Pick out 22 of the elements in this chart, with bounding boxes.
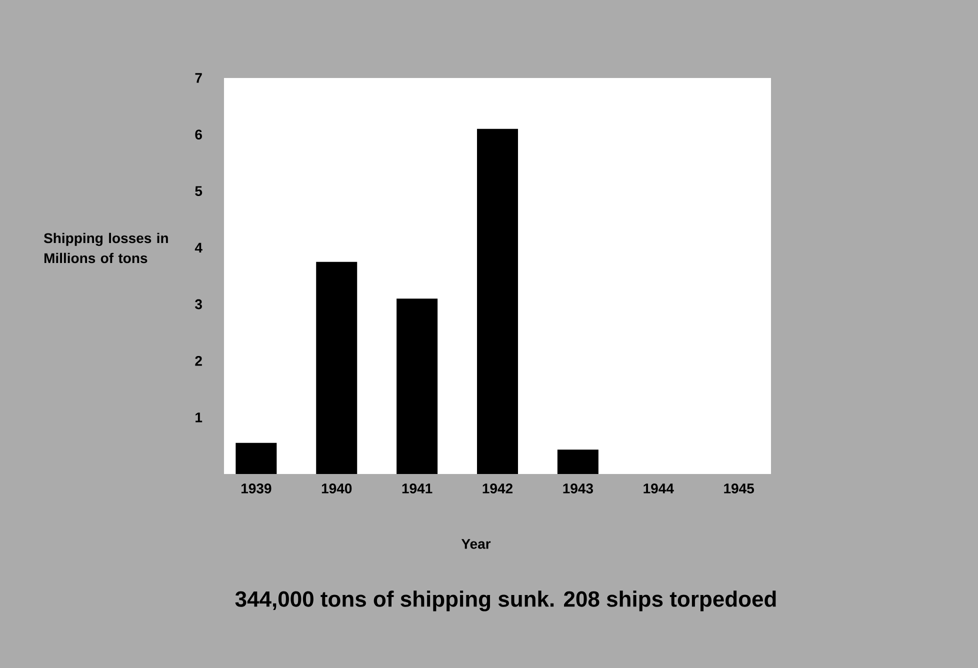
y-tick-label: 4 <box>194 242 202 253</box>
bar <box>477 128 518 474</box>
bar <box>236 442 277 474</box>
y-tick-label: 2 <box>195 356 202 366</box>
y-tick-label: 5 <box>195 186 202 196</box>
y-axis-title: Shipping losses in Millions of tons <box>44 232 168 264</box>
y-tick-label: 1 <box>196 412 202 422</box>
x-tick-label: 1945 <box>724 484 754 494</box>
text: 344,000 tons of shipping sunk. 208 ships torpedoed <box>235 590 776 612</box>
x-tick-label: 1940 <box>322 484 352 494</box>
bar <box>316 262 358 474</box>
x-tick-label: 1942 <box>482 484 513 494</box>
x-tick-label: 1944 <box>644 484 674 494</box>
y-tick-label: 6 <box>195 130 202 140</box>
x-tick-label: 1943 <box>563 484 593 494</box>
bar <box>557 450 598 474</box>
x-axis-title: Year <box>461 539 491 549</box>
y-tick-label: 7 <box>195 73 202 83</box>
x-tick-label: 1941 <box>402 484 432 494</box>
y-tick-label: 3 <box>195 299 202 310</box>
x-tick-label: 1939 <box>241 484 272 494</box>
bar <box>396 298 438 474</box>
